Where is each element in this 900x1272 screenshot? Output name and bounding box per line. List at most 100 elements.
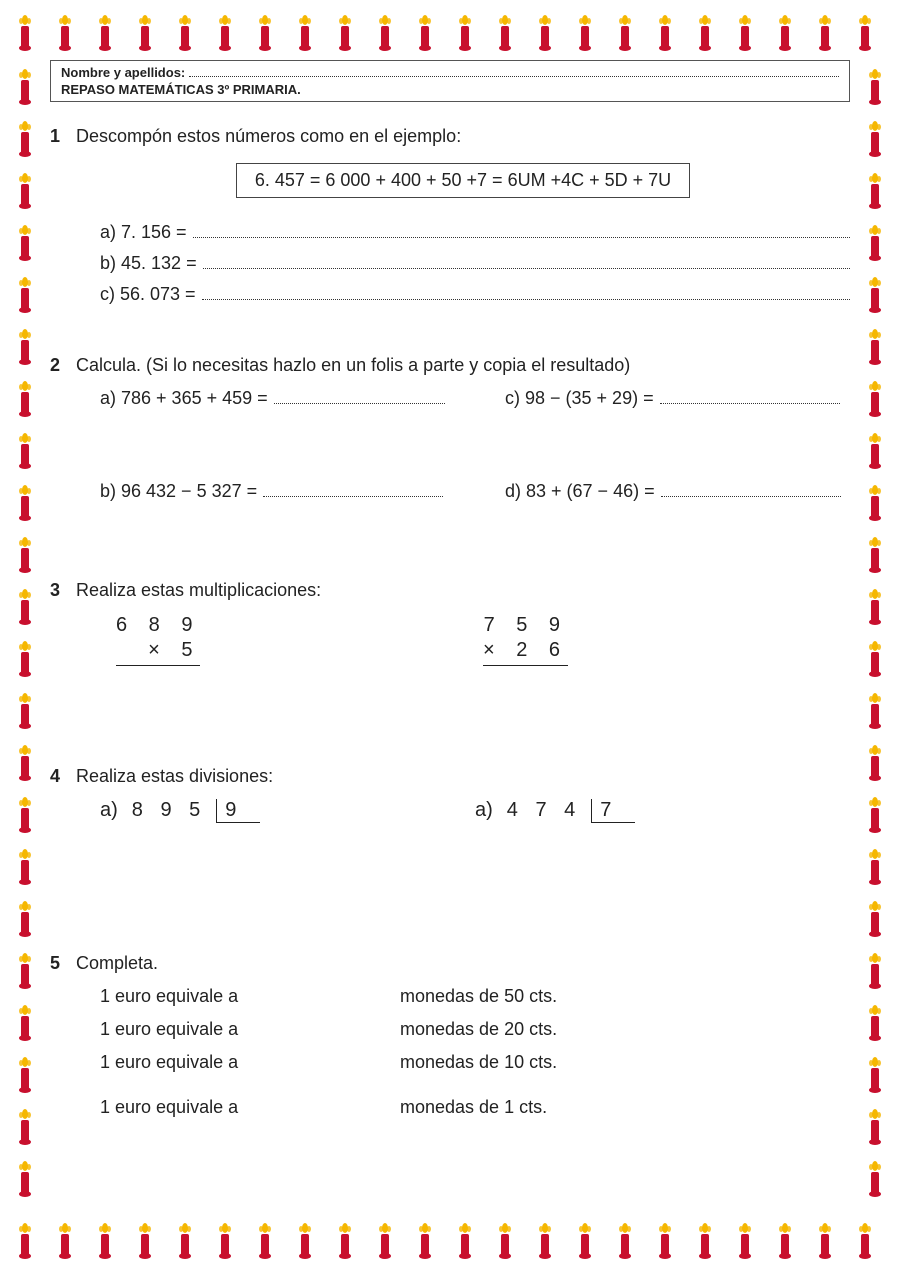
exercise-number: 4: [50, 766, 76, 823]
exercise-1: 1 Descompón estos números como en el eje…: [50, 126, 850, 315]
candle-icon: [14, 328, 36, 368]
candle-icon: [14, 848, 36, 888]
exercise-title: Calcula. (Si lo necesitas hazlo en un fo…: [76, 355, 850, 376]
completa-row: 1 euro equivale amonedas de 20 cts.: [100, 1019, 850, 1040]
candle-icon: [864, 172, 886, 212]
candle-icon: [864, 224, 886, 264]
answer-line[interactable]: [202, 290, 850, 300]
exercise-2: 2 Calcula. (Si lo necesitas hazlo en un …: [50, 355, 850, 510]
ex2-item-b: b) 96 432 − 5 327 =: [100, 481, 257, 502]
completa-left: 1 euro equivale a: [100, 1019, 400, 1040]
completa-left: 1 euro equivale a: [100, 1097, 400, 1118]
exercise-number: 2: [50, 355, 76, 510]
completa-row: 1 euro equivale amonedas de 1 cts.: [100, 1097, 850, 1118]
candle-icon: [864, 120, 886, 160]
division-1: a) 8 9 5 9: [100, 799, 475, 823]
completa-left: 1 euro equivale a: [100, 1052, 400, 1073]
name-label: Nombre y apellidos:: [61, 65, 185, 80]
candle-icon: [864, 588, 886, 628]
candle-icon: [14, 952, 36, 992]
candle-icon: [14, 640, 36, 680]
candle-icon: [864, 796, 886, 836]
mult-bottom: × 2 6: [483, 638, 568, 666]
division-2: a) 4 7 4 7: [475, 799, 850, 823]
candle-icon: [14, 172, 36, 212]
candle-icon: [14, 120, 36, 160]
multiplication-1: 6 8 9 × 5: [116, 613, 200, 666]
ex2-item-c: c) 98 − (35 + 29) =: [505, 388, 654, 409]
answer-line[interactable]: [263, 487, 443, 497]
exercise-title: Realiza estas multiplicaciones:: [76, 580, 850, 601]
multiplication-2: 7 5 9 × 2 6: [483, 613, 568, 666]
candle-icon: [864, 640, 886, 680]
candle-icon: [14, 536, 36, 576]
candle-icon: [864, 328, 886, 368]
candle-icon: [864, 1056, 886, 1096]
candle-icon: [864, 848, 886, 888]
candle-icon: [14, 224, 36, 264]
ex1-item-c: c) 56. 073 =: [100, 284, 196, 305]
candle-icon: [14, 692, 36, 732]
example-box: 6. 457 = 6 000 + 400 + 50 +7 = 6UM +4C +…: [236, 163, 690, 198]
candle-icon: [864, 900, 886, 940]
divisor: 7: [591, 799, 635, 823]
dividend: 8 9 5: [132, 799, 206, 822]
answer-line[interactable]: [274, 394, 445, 404]
mult-bottom: × 5: [116, 638, 200, 666]
name-field-line[interactable]: [189, 67, 839, 77]
exercise-5: 5 Completa. 1 euro equivale amonedas de …: [50, 953, 850, 1130]
completa-right: monedas de 20 cts.: [400, 1019, 850, 1040]
completa-left: 1 euro equivale a: [100, 986, 400, 1007]
ex1-item-b: b) 45. 132 =: [100, 253, 197, 274]
candle-icon: [14, 14, 36, 54]
completa-row: 1 euro equivale amonedas de 10 cts.: [100, 1052, 850, 1073]
exercise-number: 3: [50, 580, 76, 666]
answer-line[interactable]: [193, 228, 850, 238]
completa-right: monedas de 10 cts.: [400, 1052, 850, 1073]
mult-top: 6 8 9: [116, 613, 200, 638]
answer-line[interactable]: [660, 394, 840, 404]
candle-icon: [14, 588, 36, 628]
exercise-title: Completa.: [76, 953, 850, 974]
candle-icon: [864, 744, 886, 784]
divisor: 9: [216, 799, 260, 823]
worksheet-subtitle: REPASO MATEMÁTICAS 3º PRIMARIA.: [61, 82, 839, 97]
candle-icon: [864, 484, 886, 524]
completa-row: 1 euro equivale amonedas de 50 cts.: [100, 986, 850, 1007]
candle-icon: [14, 1056, 36, 1096]
exercise-3: 3 Realiza estas multiplicaciones: 6 8 9 …: [50, 580, 850, 666]
candle-icon: [14, 900, 36, 940]
ex1-item-a: a) 7. 156 =: [100, 222, 187, 243]
candle-icon: [864, 432, 886, 472]
dividend: 4 7 4: [507, 799, 581, 822]
candle-icon: [14, 432, 36, 472]
exercise-title: Descompón estos números como en el ejemp…: [76, 126, 850, 147]
candle-icon: [864, 1004, 886, 1044]
exercise-title: Realiza estas divisiones:: [76, 766, 850, 787]
answer-line[interactable]: [203, 259, 850, 269]
candle-icon: [864, 68, 886, 108]
completa-right: monedas de 1 cts.: [400, 1097, 850, 1118]
candle-icon: [14, 1108, 36, 1148]
candle-icon: [864, 952, 886, 992]
candle-icon: [14, 484, 36, 524]
candle-icon: [14, 380, 36, 420]
answer-line[interactable]: [661, 487, 841, 497]
candle-icon: [864, 1160, 886, 1200]
candle-icon: [14, 68, 36, 108]
candle-icon: [854, 1222, 876, 1262]
candle-icon: [864, 536, 886, 576]
candle-icon: [864, 692, 886, 732]
candle-icon: [854, 14, 876, 54]
worksheet-page: Nombre y apellidos: REPASO MATEMÁTICAS 3…: [50, 20, 850, 1232]
candle-icon: [14, 1004, 36, 1044]
candle-icon: [14, 276, 36, 316]
exercise-4: 4 Realiza estas divisiones: a) 8 9 5 9 a…: [50, 766, 850, 823]
candle-icon: [14, 796, 36, 836]
header-box: Nombre y apellidos: REPASO MATEMÁTICAS 3…: [50, 60, 850, 102]
div-label: a): [475, 799, 493, 822]
candle-icon: [14, 1222, 36, 1262]
div-label: a): [100, 799, 118, 822]
completa-right: monedas de 50 cts.: [400, 986, 850, 1007]
exercise-number: 1: [50, 126, 76, 315]
